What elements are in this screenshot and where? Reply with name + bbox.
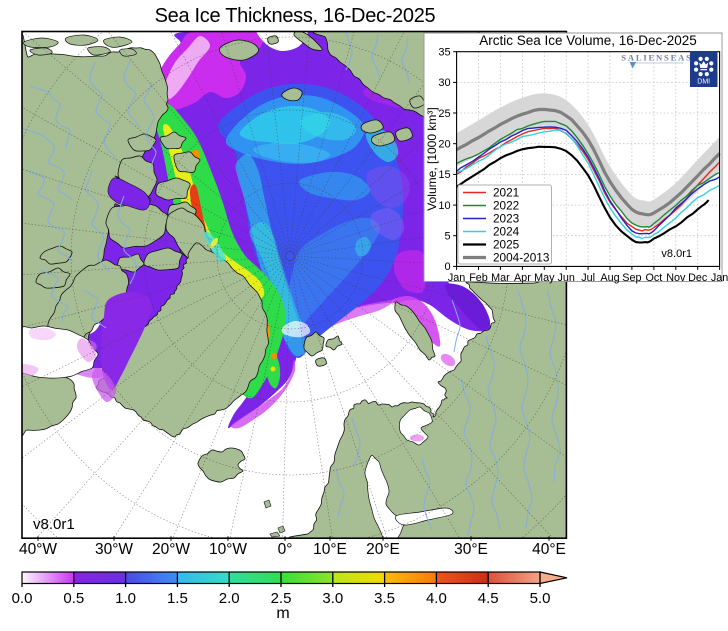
svg-text:Jul: Jul <box>581 272 595 284</box>
svg-text:2.5: 2.5 <box>271 590 292 607</box>
svg-text:v8.0r1: v8.0r1 <box>661 248 692 260</box>
svg-text:2025: 2025 <box>493 238 520 252</box>
svg-text:DMI: DMI <box>697 79 710 86</box>
svg-text:0: 0 <box>444 261 450 273</box>
svg-text:2.0: 2.0 <box>219 590 240 607</box>
svg-text:Mar: Mar <box>491 272 510 284</box>
svg-text:5.0: 5.0 <box>530 590 551 607</box>
svg-text:Oct: Oct <box>646 272 663 284</box>
svg-text:3.5: 3.5 <box>374 590 395 607</box>
svg-text:2024: 2024 <box>493 225 520 239</box>
svg-text:5: 5 <box>444 231 450 243</box>
svg-text:Apr: Apr <box>514 272 531 284</box>
svg-text:Volume, [1000 km³]: Volume, [1000 km³] <box>425 107 439 210</box>
svg-text:1.5: 1.5 <box>167 590 188 607</box>
svg-text:Feb: Feb <box>469 272 488 284</box>
svg-text:10°W: 10°W <box>209 541 247 558</box>
svg-text:0°: 0° <box>278 541 293 558</box>
svg-text:May: May <box>534 272 555 284</box>
svg-text:2004-2013: 2004-2013 <box>493 251 550 265</box>
svg-text:15: 15 <box>438 169 450 181</box>
svg-text:2021: 2021 <box>493 186 519 200</box>
svg-text:40°E: 40°E <box>532 541 566 558</box>
svg-text:40°W: 40°W <box>19 541 57 558</box>
svg-text:4.5: 4.5 <box>478 590 499 607</box>
svg-text:v8.0r1: v8.0r1 <box>33 516 75 533</box>
svg-text:4.0: 4.0 <box>426 590 447 607</box>
svg-text:10°E: 10°E <box>313 541 347 558</box>
svg-text:2023: 2023 <box>493 212 520 226</box>
svg-text:Sep: Sep <box>622 272 641 284</box>
svg-text:Jun: Jun <box>557 272 574 284</box>
svg-text:30°W: 30°W <box>95 541 133 558</box>
svg-text:30°E: 30°E <box>454 541 488 558</box>
svg-text:Arctic Sea Ice Volume, 16-Dec-: Arctic Sea Ice Volume, 16-Dec-2025 <box>479 33 697 48</box>
svg-text:Nov: Nov <box>666 272 686 284</box>
svg-text:Aug: Aug <box>600 272 619 284</box>
svg-text:20°E: 20°E <box>366 541 400 558</box>
svg-text:20°W: 20°W <box>152 541 190 558</box>
svg-text:1.0: 1.0 <box>115 590 136 607</box>
svg-text:25: 25 <box>438 108 450 120</box>
svg-text:3.0: 3.0 <box>322 590 343 607</box>
svg-text:SALIENSEAS: SALIENSEAS <box>621 53 693 63</box>
svg-text:10: 10 <box>438 200 450 212</box>
svg-text:Dec: Dec <box>688 272 708 284</box>
svg-text:0.0: 0.0 <box>12 590 33 607</box>
svg-text:m: m <box>276 605 289 622</box>
svg-text:20: 20 <box>438 139 450 151</box>
svg-text:Jan: Jan <box>711 272 728 284</box>
svg-text:2022: 2022 <box>493 199 519 213</box>
svg-text:35: 35 <box>438 47 450 59</box>
svg-text:Jan: Jan <box>448 272 465 284</box>
svg-text:0.5: 0.5 <box>63 590 84 607</box>
svg-text:30: 30 <box>438 77 450 89</box>
